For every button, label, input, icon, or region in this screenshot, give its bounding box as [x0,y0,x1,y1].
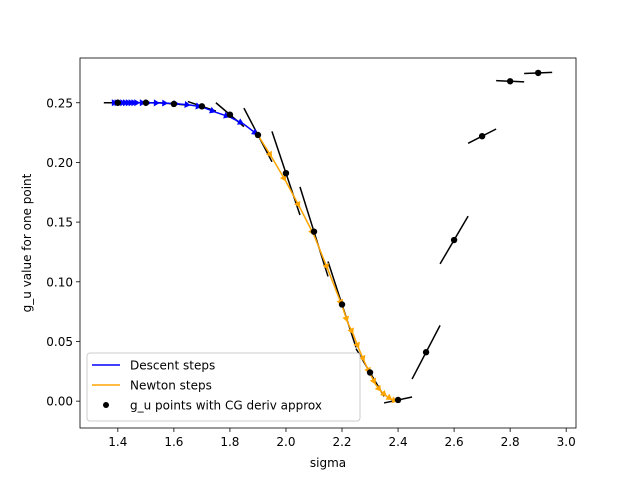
x-tick-label: 2.4 [389,435,408,449]
g-u-point [450,236,458,244]
g-u-point [282,169,290,177]
x-tick-label: 2.2 [332,435,351,449]
x-tick-label: 2.6 [445,435,464,449]
newton-step-arrow [279,174,286,182]
newton-step-arrow [294,200,301,208]
g-u-point [478,132,486,140]
descent-step-arrow [153,99,160,107]
y-tick-label: 0.05 [46,335,73,349]
g-u-point [534,69,542,77]
g-u-point [226,111,234,118]
newton-step-arrow [342,315,350,323]
y-tick-label: 0.25 [46,96,73,110]
axes-frame [79,57,577,429]
g-u-points-series [114,69,542,404]
g-u-point [310,228,318,235]
g-u-point [142,99,150,106]
descent-step-arrow [195,102,202,110]
y-tick-label: 0.10 [46,275,73,289]
newton-step-arrow [358,354,366,362]
legend-points-swatch [103,402,109,408]
newton-step-arrow [385,393,393,400]
descent-step-arrow [162,99,169,107]
x-tick-label: 2.8 [501,435,520,449]
g-u-point [114,99,122,106]
x-axis-ticks: 1.4 1.6 1.8 2.0 2.2 2.4 2.6 2.8 3.0 [108,428,576,449]
g-u-point [366,369,374,376]
x-tick-label: 1.8 [220,435,239,449]
x-tick-label: 2.0 [276,435,295,449]
legend-points-label: g_u points with CG deriv approx [130,399,322,413]
newton-step-arrow [322,262,329,270]
newton-step-arrow [353,341,360,349]
y-tick-label: 0.20 [46,156,73,170]
x-tick-label: 1.6 [164,435,183,449]
newton-step-arrow [374,384,382,392]
y-tick-label: 0.15 [46,216,73,230]
g-u-point [198,103,206,110]
y-tick-label: 0.00 [46,395,73,409]
legend-newton-label: Newton steps [130,379,212,393]
newton-step-arrow [369,377,376,385]
x-tick-label: 1.4 [108,435,127,449]
descent-step-arrow [237,118,244,125]
x-axis-label: sigma [310,456,346,470]
g-u-point [394,396,402,404]
legend: Descent steps Newton steps g_u points wi… [86,352,361,422]
g-u-point [506,78,514,85]
legend-descent-label: Descent steps [130,359,215,373]
x-tick-label: 3.0 [557,435,576,449]
descent-step-arrow [209,106,216,114]
descent-step-arrow [134,99,141,107]
newton-step-arrow [347,327,354,335]
descent-step-arrow [184,101,191,108]
legend-box [86,352,361,422]
y-axis-ticks: 0.00 0.05 0.10 0.15 0.20 0.25 [46,96,80,409]
newton-step-arrow [265,150,272,158]
newton-step-arrow [380,389,387,397]
y-axis-label: g_u value for one point [20,173,34,312]
g-u-point [254,131,262,139]
g-u-point [170,100,178,108]
g-u-point [422,349,430,356]
g-u-point [338,301,346,308]
